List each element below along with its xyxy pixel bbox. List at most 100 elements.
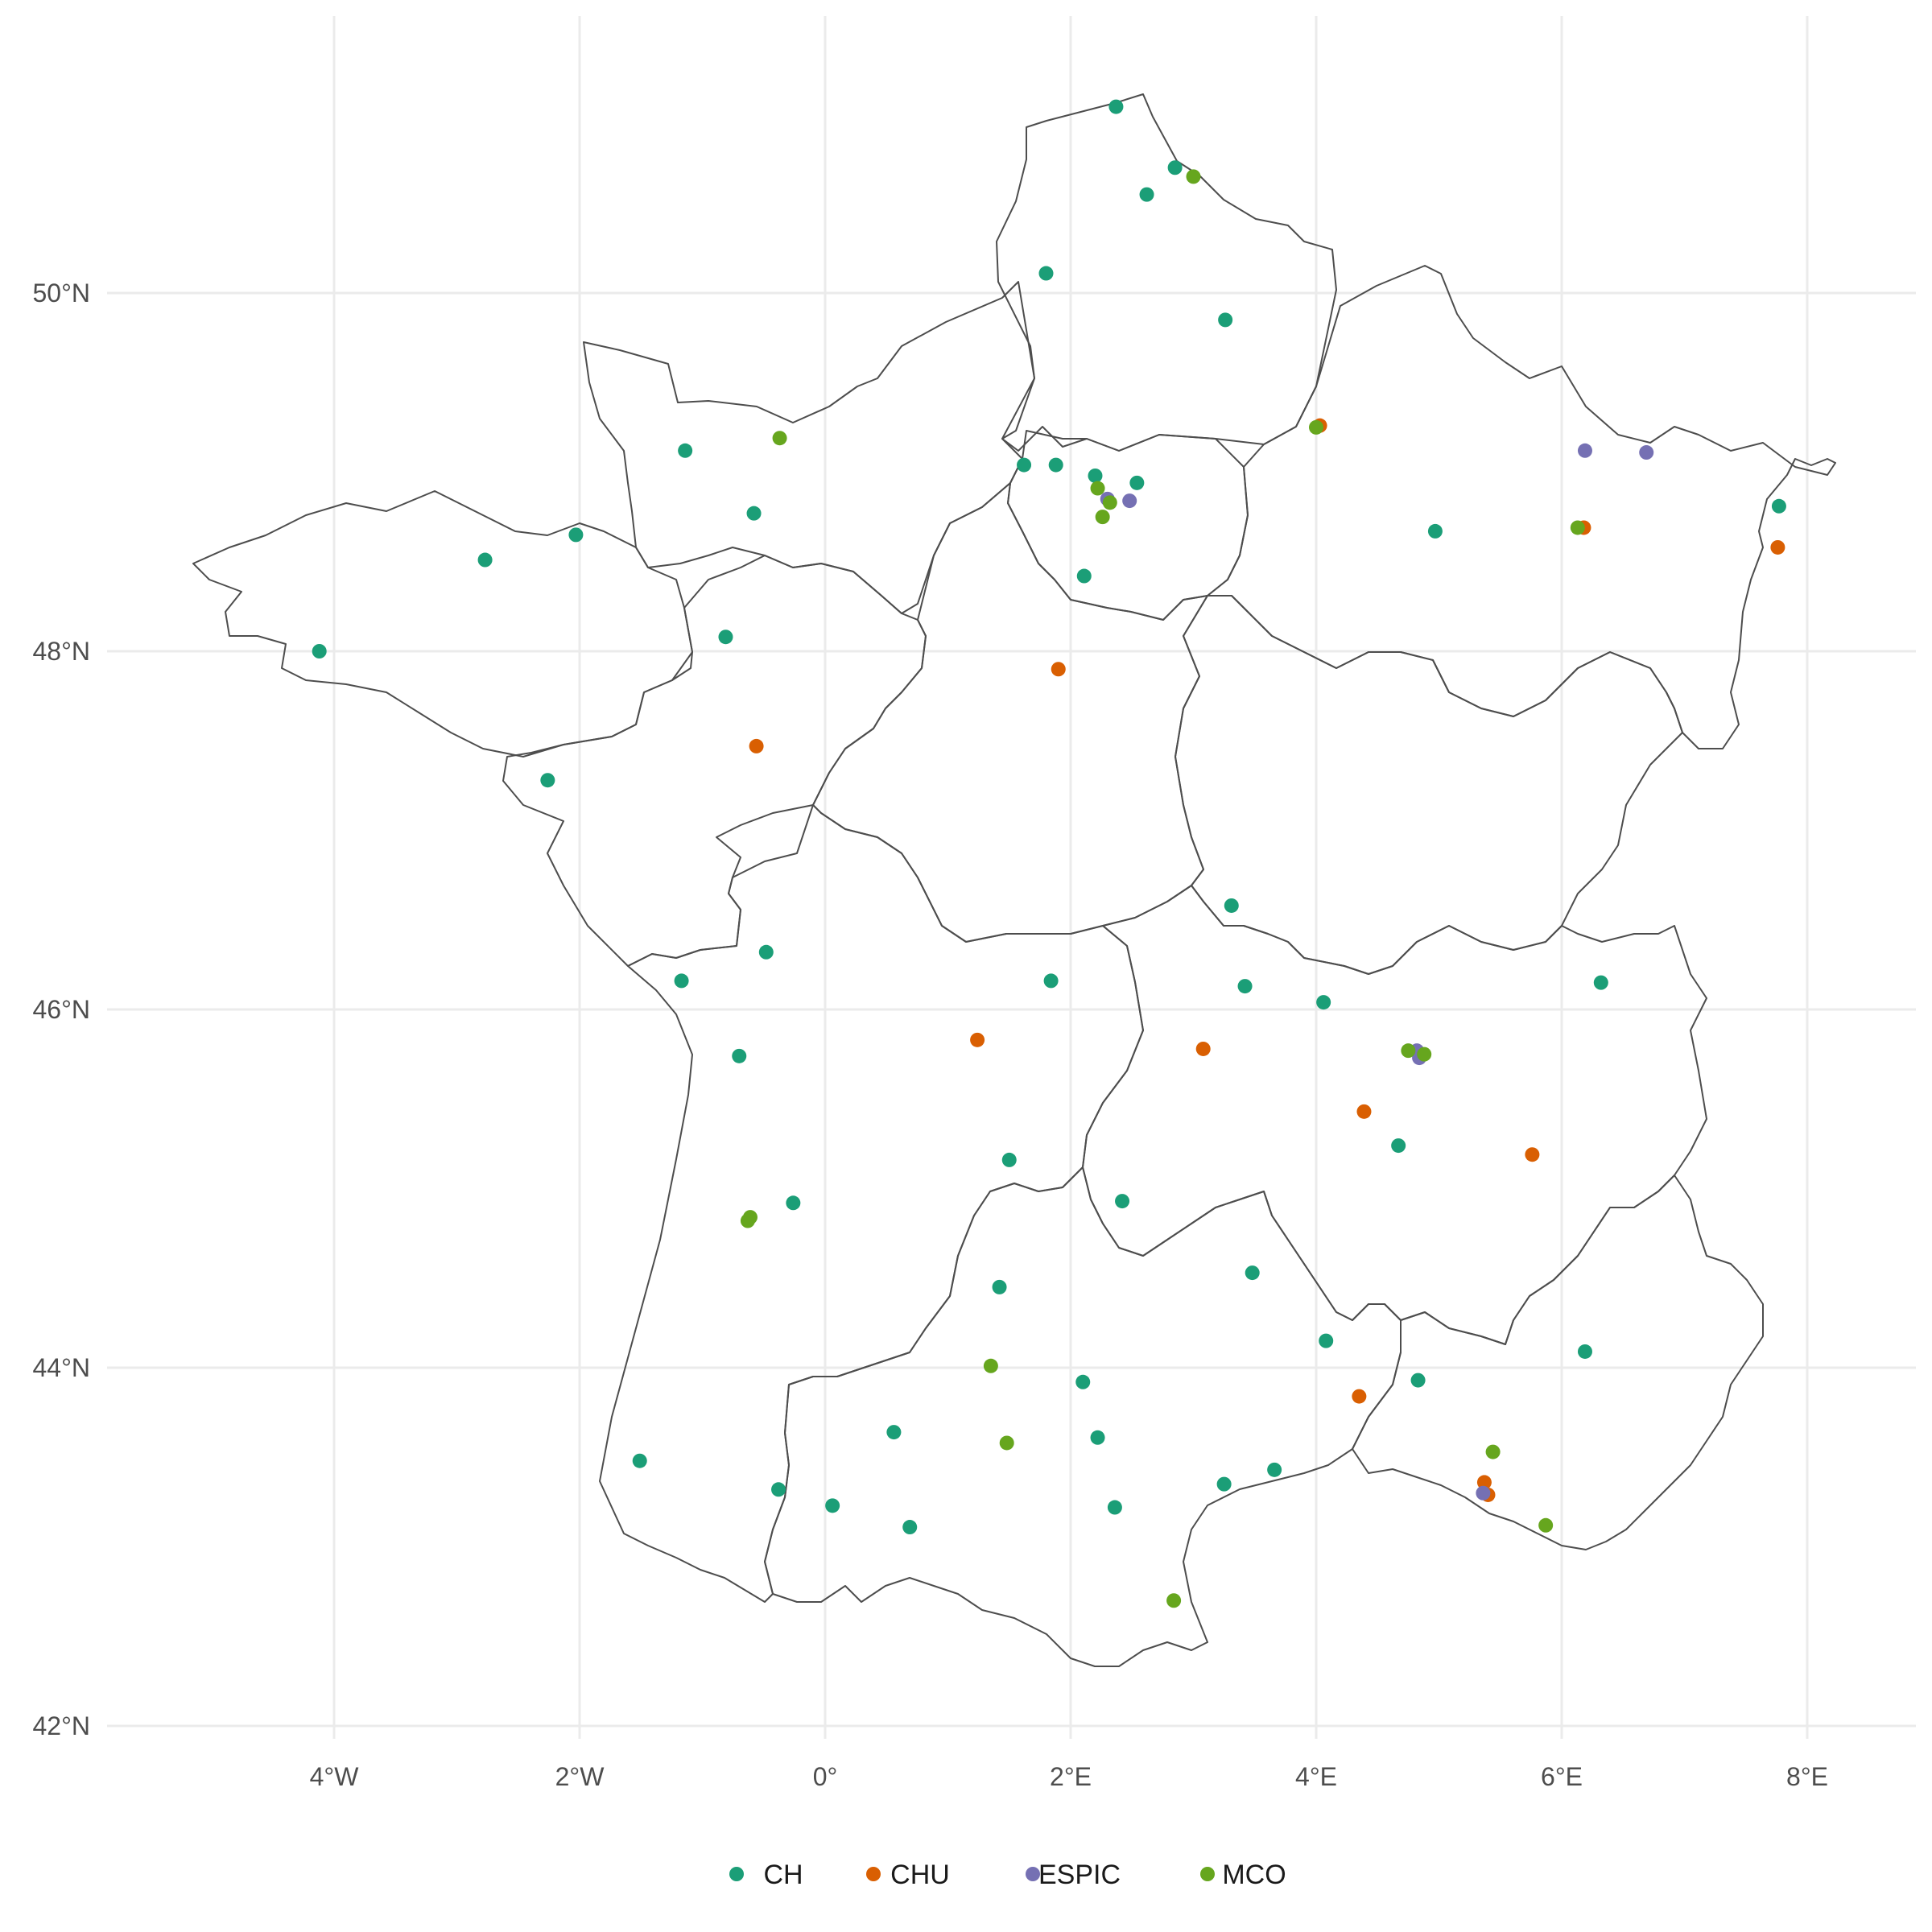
point-ch <box>1216 1476 1232 1492</box>
point-espic <box>1122 493 1137 509</box>
point-ch <box>1577 1344 1592 1359</box>
point-ch <box>886 1425 902 1440</box>
point-chu <box>1476 1475 1492 1490</box>
point-chu <box>749 738 764 753</box>
region-normandie <box>583 281 1035 614</box>
legend-label-ch: CH <box>763 1860 803 1890</box>
point-ch <box>477 552 493 568</box>
point-ch <box>1115 1194 1130 1209</box>
point-ch <box>1593 975 1608 990</box>
point-ch <box>1107 1500 1122 1515</box>
point-mco <box>1570 520 1585 535</box>
point-ch <box>746 506 762 521</box>
region-bretagne <box>192 490 693 758</box>
point-mco <box>1166 1593 1182 1608</box>
legend-key-chu <box>866 1867 881 1881</box>
point-ch <box>678 443 693 458</box>
point-chu <box>1356 1104 1372 1119</box>
point-mco <box>740 1213 755 1228</box>
point-ch <box>1108 99 1124 114</box>
point-ch <box>786 1195 801 1211</box>
x-tick-label: 6°E <box>1541 1762 1583 1791</box>
point-chu <box>1352 1389 1367 1404</box>
point-ch <box>1038 266 1054 281</box>
point-ch <box>771 1482 786 1497</box>
point-mco <box>772 431 787 446</box>
point-ch <box>758 944 774 960</box>
point-ch <box>1129 475 1145 490</box>
point-ch <box>1076 568 1092 584</box>
point-ch <box>312 644 327 658</box>
point-mco <box>983 1358 998 1373</box>
point-ch <box>1090 1430 1105 1445</box>
point-mco <box>1102 495 1117 510</box>
point-ch <box>1048 457 1063 473</box>
point-ch <box>1391 1138 1406 1154</box>
y-tick-label: 46°N <box>33 995 91 1024</box>
point-ch <box>1224 898 1239 913</box>
point-ch <box>1088 468 1103 483</box>
hospital-points <box>312 99 1786 1608</box>
point-ch <box>1316 995 1331 1010</box>
point-ch <box>1017 457 1032 473</box>
region-auvergne-rhone-alpes <box>1082 885 1707 1345</box>
point-ch <box>732 1048 747 1063</box>
legend-key-mco <box>1200 1867 1215 1881</box>
legend-key-ch <box>729 1867 744 1881</box>
point-mco <box>1309 419 1323 435</box>
region-centre-val-de-loire <box>812 482 1208 943</box>
point-mco <box>1090 481 1105 496</box>
point-chu <box>1770 539 1785 555</box>
point-mco <box>1417 1046 1432 1062</box>
point-espic <box>1639 445 1654 460</box>
point-ch <box>1001 1152 1017 1167</box>
point-ch <box>1319 1333 1334 1348</box>
point-mco <box>1095 510 1110 525</box>
y-tick-label: 44°N <box>33 1353 91 1382</box>
point-ch <box>1139 187 1154 202</box>
point-chu <box>1525 1147 1540 1162</box>
point-ch <box>1245 1265 1260 1281</box>
point-ch <box>1237 979 1253 994</box>
legend-label-espic: ESPIC <box>1038 1860 1121 1890</box>
point-ch <box>1167 160 1183 175</box>
x-tick-label: 8°E <box>1786 1762 1828 1791</box>
point-chu <box>1195 1041 1211 1056</box>
point-ch <box>718 630 733 645</box>
point-mco <box>1485 1444 1501 1459</box>
point-espic <box>1476 1485 1491 1501</box>
point-ch <box>674 973 689 989</box>
point-mco <box>1186 169 1201 184</box>
point-ch <box>1043 973 1059 989</box>
point-mco <box>999 1435 1014 1451</box>
x-tick-label: 0° <box>813 1762 838 1791</box>
point-ch <box>1218 312 1233 328</box>
point-mco <box>1401 1043 1416 1059</box>
x-tick-label: 4°W <box>310 1762 360 1791</box>
point-ch <box>568 527 584 543</box>
point-ch <box>540 773 555 788</box>
region-nouvelle-aquitaine <box>599 804 1144 1603</box>
x-tick-label: 2°W <box>555 1762 605 1791</box>
point-ch <box>632 1453 647 1468</box>
x-tick-label: 2°E <box>1050 1762 1092 1791</box>
point-ch <box>992 1279 1007 1294</box>
point-ch <box>1410 1373 1426 1388</box>
point-espic <box>1577 443 1592 458</box>
point-ch <box>1427 523 1443 539</box>
point-mco <box>1538 1517 1554 1533</box>
region-grand-est <box>1207 265 1836 749</box>
point-ch <box>1075 1374 1091 1389</box>
point-ch <box>825 1498 840 1513</box>
legend-key-espic <box>1026 1867 1040 1881</box>
x-tick-label: 4°E <box>1295 1762 1337 1791</box>
point-ch <box>1771 498 1786 514</box>
legend-label-mco: MCO <box>1222 1860 1286 1890</box>
point-ch <box>1267 1462 1282 1477</box>
graticule: 4°W 2°W 0° 2°E 4°E 6°E 8°E 42°N 44°N 46°N 48°N 50°N <box>33 16 1916 1791</box>
legend-label-chu: CHU <box>890 1860 950 1890</box>
point-chu <box>970 1032 985 1047</box>
point-chu <box>1051 662 1066 677</box>
region-borders <box>192 93 1836 1667</box>
